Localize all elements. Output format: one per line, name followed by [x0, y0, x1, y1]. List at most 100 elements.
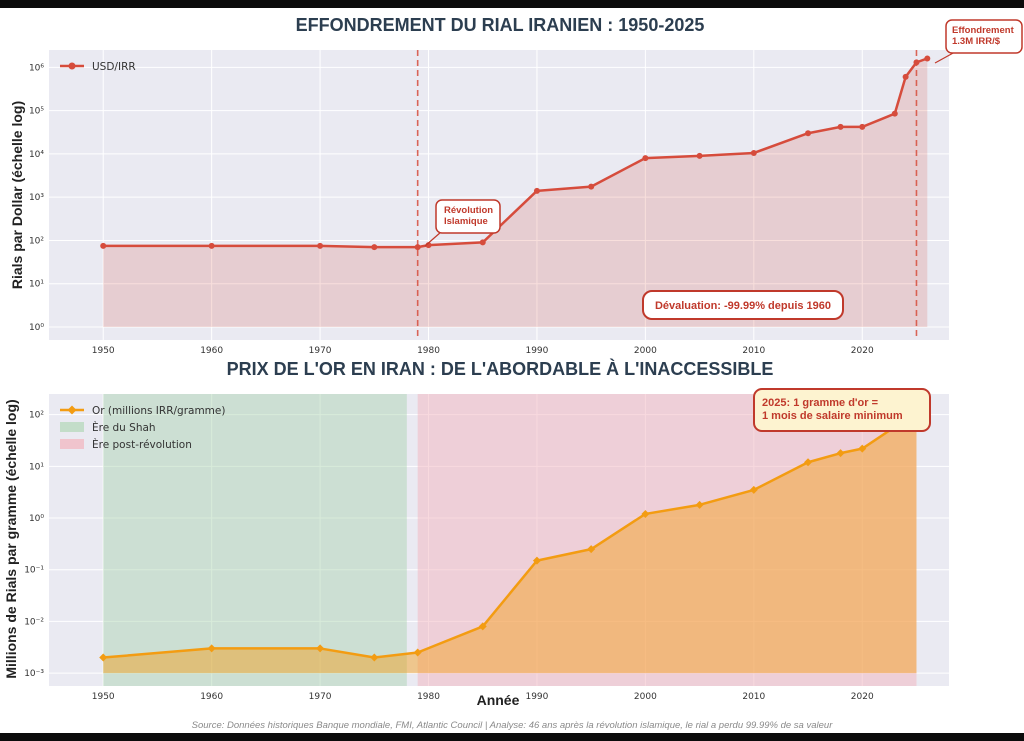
top-point-2005	[696, 152, 703, 159]
bot-point-2005	[695, 500, 704, 509]
bot-xtick-2020: 2020	[851, 692, 874, 702]
collapse-annotation: Effondrement 1.3M IRR/$	[934, 19, 1023, 64]
bot-point-1975	[370, 653, 379, 662]
revolution-arrow	[424, 231, 442, 247]
bot-point-1990	[532, 556, 541, 565]
gold-legend: Or (millions IRR/gramme) Ère du Shah Ère…	[60, 405, 225, 451]
bot-point-2000	[641, 509, 650, 518]
rial-chart: 1950 1960 1970 1980 1990 2000 2010 2020 10⁰10¹1…	[9, 19, 1023, 356]
gold-annotation-line2: 1 mois de salaire minimum	[762, 410, 903, 422]
bot-point-2020	[858, 444, 867, 453]
bot-xtick-1980: 1980	[417, 692, 440, 702]
top-point-2010	[750, 149, 757, 156]
top-ytick-0: 10⁰	[29, 323, 44, 333]
top-xtick-1950: 1950	[92, 346, 115, 356]
top-xtick-2020: 2020	[851, 346, 874, 356]
bot-point-1950	[99, 653, 108, 662]
top-chart-title: EFFONDREMENT DU RIAL IRANIEN : 1950-2025	[296, 15, 705, 35]
rial-legend-label: USD/IRR	[92, 61, 136, 73]
bot-point-1979	[413, 648, 422, 657]
bot-xtick-1960: 1960	[200, 692, 223, 702]
gold-area-fill	[103, 405, 917, 674]
top-ytick-4: 10⁴	[29, 150, 44, 160]
bot-ytick-2: 10²	[29, 411, 44, 421]
bot-xtick-1970: 1970	[309, 692, 332, 702]
collapse-arrow	[934, 51, 956, 64]
bot-point-2015	[804, 458, 813, 467]
bot-xtick-2010: 2010	[742, 692, 765, 702]
top-point-2015	[805, 130, 812, 137]
bot-xtick-1990: 1990	[525, 692, 548, 702]
bot-point-2010	[749, 485, 758, 494]
bot-xtick-2000: 2000	[634, 692, 657, 702]
top-point-1970	[317, 242, 324, 249]
top-point-1975	[371, 244, 378, 251]
collapse-label-line1: Effondrement	[952, 25, 1015, 36]
top-point-2024	[902, 73, 909, 80]
top-xtick-2000: 2000	[634, 346, 657, 356]
top-xtick-1980: 1980	[417, 346, 440, 356]
top-point-1985	[479, 239, 486, 246]
top-point-1990	[533, 187, 540, 194]
top-area	[103, 58, 928, 328]
top-point-2000	[642, 155, 649, 162]
gold-annotation-box	[753, 388, 931, 432]
bot-ytick-1: 10¹	[29, 462, 44, 472]
bot-point-1995	[587, 545, 596, 554]
rial-y-ticks: 10⁰ 10¹ 10² 10³ 10⁴ 10⁵ 10⁶	[29, 63, 44, 333]
gold-annotation-line1: 2025: 1 gramme d'or =	[762, 397, 878, 409]
bot-ytick-0: 10⁰	[29, 514, 44, 524]
post-legend-label: Ère post-révolution	[92, 438, 192, 451]
top-point-1950	[100, 242, 107, 249]
gold-chart: 1950 1960 1970 1980 1990 2000 2010 2020 10⁻³10⁻…	[3, 388, 949, 708]
rial-legend-marker	[68, 62, 76, 70]
top-ytick-6: 10⁶	[29, 63, 44, 73]
top-point-1960	[208, 242, 215, 249]
bot-xtick-1950: 1950	[92, 692, 115, 702]
post-revolution-span	[417, 394, 917, 686]
top-ytick-1: 10¹	[29, 280, 44, 290]
revolution-box	[435, 199, 501, 234]
devaluation-label: Dévaluation: -99.99% depuis 1960	[655, 300, 831, 312]
revolution-annotation: Révolution Islamique	[424, 199, 501, 247]
top-point-2025	[913, 59, 920, 66]
gold-series	[99, 401, 921, 662]
bot-series-line	[103, 404, 918, 659]
top-point-2020	[859, 123, 866, 130]
figure-page: EFFONDREMENT DU RIAL IRANIEN : 1950-2025…	[0, 8, 1024, 733]
rial-y-axis-label: Rials par Dollar (échelle log)	[9, 101, 25, 289]
top-xtick-1970: 1970	[309, 346, 332, 356]
shah-legend-label: Ère du Shah	[92, 421, 156, 434]
bot-area	[103, 405, 917, 674]
gold-y-ticks: 10⁻³ 10⁻² 10⁻¹ 10⁰ 10¹ 10²	[24, 411, 44, 679]
revolution-label-line2: Islamique	[444, 216, 488, 227]
top-point-2018	[837, 123, 844, 130]
bot-point-2018	[836, 449, 845, 458]
shah-era-span	[103, 394, 407, 686]
top-xtick-2010: 2010	[742, 346, 765, 356]
collapse-box	[945, 19, 1023, 54]
gold-legend-label: Or (millions IRR/gramme)	[92, 405, 225, 417]
top-point-1979	[414, 244, 421, 251]
bot-ytick--1: 10⁻¹	[24, 566, 44, 576]
collapse-label-line2: 1.3M IRR/$	[952, 36, 1001, 47]
rial-area-fill	[103, 58, 928, 328]
rial-legend: USD/IRR	[60, 61, 136, 73]
bot-ytick--3: 10⁻³	[24, 669, 44, 679]
rial-gridlines	[49, 50, 949, 340]
top-xtick-1960: 1960	[200, 346, 223, 356]
bottom-chart-title: PRIX DE L'OR EN IRAN : DE L'ABORDABLE À …	[227, 358, 774, 379]
top-point-1995	[588, 183, 595, 190]
devaluation-annotation: Dévaluation: -99.99% depuis 1960	[642, 290, 844, 320]
bot-ytick--2: 10⁻²	[24, 617, 44, 627]
top-ytick-5: 10⁵	[29, 107, 44, 117]
gold-x-ticks: 1950 1960 1970 1980 1990 2000 2010 2020	[92, 692, 874, 702]
gold-legend-marker	[67, 405, 77, 415]
top-xtick-1990: 1990	[525, 346, 548, 356]
post-legend-swatch	[60, 439, 84, 449]
gold-x-axis-label: Année	[477, 692, 520, 708]
top-ytick-3: 10³	[29, 193, 44, 203]
gold-annotation: 2025: 1 gramme d'or = 1 mois de salaire …	[753, 388, 931, 432]
bot-point-1960	[207, 644, 216, 653]
top-ytick-2: 10²	[29, 236, 44, 246]
